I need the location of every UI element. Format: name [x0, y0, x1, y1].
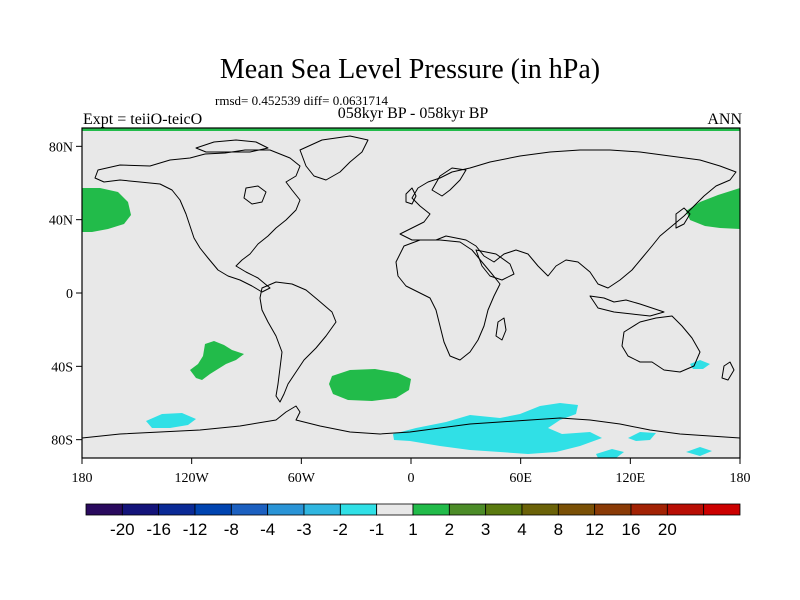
rmsd-diff-stats: rmsd= 0.452539 diff= 0.0631714 [215, 93, 388, 108]
colorbar-swatch [121, 503, 160, 516]
coastline-madagascar [495, 317, 507, 341]
y-axis: 80N 40N 0 40S 80S [49, 140, 82, 449]
coastline-scandinavia [431, 167, 467, 197]
colorbar-swatch [267, 503, 305, 516]
colorbar-swatch [412, 503, 450, 516]
colorbar-label: -16 [146, 520, 171, 539]
coastline-africa [395, 239, 501, 361]
coastline-maritime-continent [589, 295, 665, 317]
colorbar-label: -4 [260, 520, 275, 539]
colorbar-swatch [521, 503, 559, 516]
experiment-label: Expt = teiiO-teicO [83, 111, 203, 128]
x-tick-label: 60E [509, 471, 532, 486]
colorbar-label: -12 [183, 520, 208, 539]
colorbar-label: 8 [554, 520, 563, 539]
colorbar-label: 20 [658, 520, 677, 539]
colorbar-label: 4 [517, 520, 526, 539]
map-title: Mean Sea Level Pressure (in hPa) [219, 54, 601, 85]
x-tick-label: 60W [288, 471, 316, 486]
colorbar-label: -2 [333, 520, 348, 539]
colorbar-label: 12 [585, 520, 604, 539]
x-tick-label: 120E [616, 471, 646, 486]
colorbar-swatch [85, 503, 123, 516]
coastline-australia [621, 315, 701, 373]
colorbar-label: -3 [296, 520, 311, 539]
north-pacific-positive-west [82, 188, 131, 232]
colorbar-label: 2 [445, 520, 454, 539]
coastline-japan [675, 207, 691, 229]
colorbar: -20 -16 -12 -8 -4 -3 -2 -1 1 2 3 4 8 12 16 20 [85, 503, 741, 539]
colorbar-swatch [630, 503, 668, 516]
colorbar-swatch [448, 503, 487, 516]
pressure-anomaly-fields [82, 128, 740, 458]
colorbar-swatch [666, 503, 705, 516]
x-tick-label: 180 [72, 471, 93, 486]
ross-negative-patch-c [686, 447, 712, 456]
coastlines [82, 135, 740, 439]
coastline-antarctica [82, 405, 740, 439]
south-pacific-positive [190, 341, 244, 380]
x-tick-label: 180 [730, 471, 751, 486]
north-pacific-positive-east [686, 188, 740, 229]
colorbar-swatch [485, 503, 523, 516]
coastline-great-britain [405, 187, 417, 205]
period-label: 058kyr BP - 058kyr BP [337, 105, 489, 122]
season-label: ANN [707, 111, 742, 128]
colorbar-label: 16 [622, 520, 641, 539]
colorbar-swatch [594, 503, 632, 516]
y-tick-label: 80N [49, 140, 73, 155]
arctic-positive-strip [82, 128, 740, 131]
y-tick-label: 80S [51, 434, 73, 449]
colorbar-label: 3 [481, 520, 490, 539]
colorbar-swatch [230, 503, 269, 516]
southern-pacific-negative [146, 413, 196, 428]
y-tick-label: 0 [66, 287, 73, 302]
x-tick-label: 120W [175, 471, 210, 486]
x-tick-label: 0 [408, 471, 415, 486]
tasman-negative-patch [690, 360, 710, 369]
map-background [82, 128, 740, 458]
coastline-hudson-bay [243, 185, 267, 205]
x-axis: 180 120W 60W 0 60E 120E 180 [72, 458, 751, 486]
colorbar-swatch [339, 503, 378, 516]
ross-negative-patch-b [596, 449, 624, 458]
colorbar-swatch [303, 503, 341, 516]
coastline-new-zealand [721, 361, 735, 381]
coastline-south-america [259, 281, 337, 403]
coastline-arabia [475, 249, 515, 281]
south-atlantic-positive [329, 369, 411, 401]
coastline-arctic-islands [195, 139, 269, 153]
coastline-greenland [299, 135, 369, 181]
colorbar-swatch [194, 503, 232, 516]
colorbar-swatch [703, 503, 741, 516]
y-tick-label: 40N [49, 214, 73, 229]
colorbar-label: -1 [369, 520, 384, 539]
coastline-north-america [94, 149, 301, 293]
antarctic-indian-negative [393, 403, 602, 454]
y-tick-label: 40S [51, 360, 73, 375]
colorbar-swatch [376, 503, 414, 516]
colorbar-swatch [557, 503, 596, 516]
coastline-eurasia [399, 149, 737, 289]
colorbar-label: -20 [110, 520, 135, 539]
colorbar-swatch [158, 503, 196, 516]
ross-negative-patch-a [628, 432, 656, 441]
colorbar-label: -8 [224, 520, 239, 539]
colorbar-label: 1 [408, 520, 417, 539]
